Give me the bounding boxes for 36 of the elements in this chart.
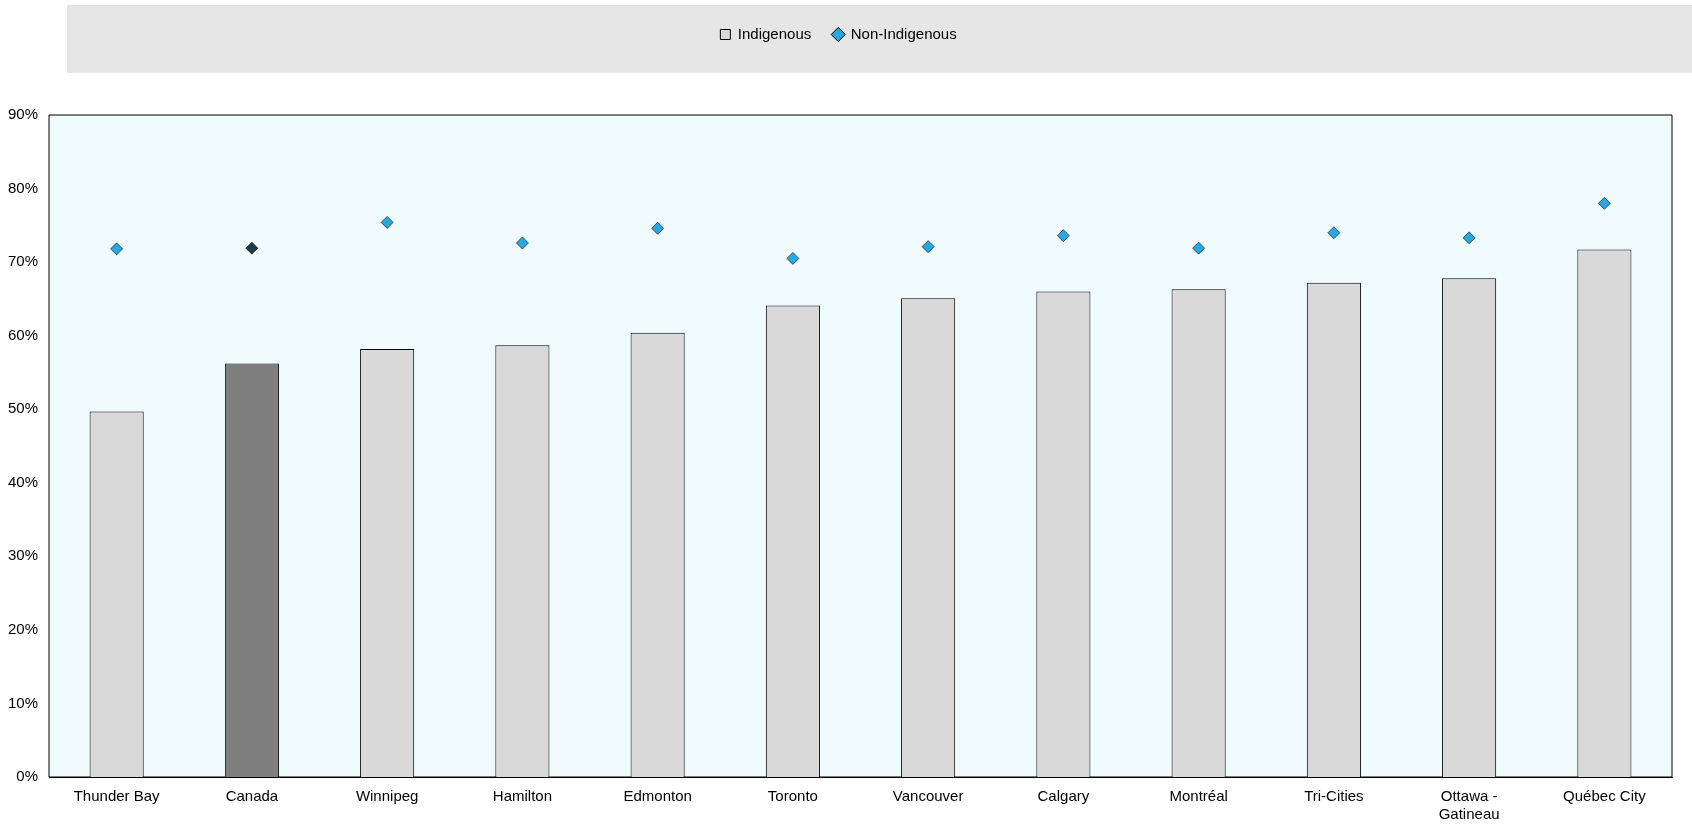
y-tick-label: 50% <box>7 399 39 417</box>
x-tick-label: Tri-Cities <box>1304 787 1364 805</box>
y-tick-label: 70% <box>7 252 39 270</box>
point <box>1327 226 1341 239</box>
point <box>380 216 394 229</box>
point <box>786 252 800 265</box>
point <box>1598 196 1611 210</box>
x-tick-label: Hamilton <box>492 787 552 805</box>
x-tick-label: Thunder Bay <box>73 787 161 805</box>
x-tick-label: Vancouver <box>892 787 964 805</box>
point <box>651 221 664 235</box>
point <box>245 241 259 255</box>
y-tick-label: 0% <box>16 767 39 785</box>
point <box>1057 229 1070 242</box>
y-tick-label: 90% <box>7 105 39 123</box>
y-tick-label: 10% <box>7 693 39 711</box>
x-tick-label: Montréal <box>1169 787 1228 805</box>
point <box>516 236 529 250</box>
x-tick-label: Québec City <box>1563 787 1647 805</box>
legend-label: Non-Indigenous <box>850 24 957 42</box>
point <box>921 240 935 253</box>
y-tick-label: 30% <box>7 546 39 564</box>
x-tick-label: Winnipeg <box>355 787 419 805</box>
legend-label: Indigenous <box>737 24 812 42</box>
point <box>1462 231 1476 245</box>
y-tick-label: 60% <box>7 325 39 343</box>
x-tick-label: Edmonton <box>623 787 692 805</box>
x-tick-label: Ottawa - Gatineau <box>1438 787 1500 823</box>
x-tick-label: Toronto <box>767 787 818 805</box>
y-tick-label: 20% <box>7 620 39 638</box>
x-tick-label: Calgary <box>1037 787 1090 805</box>
point <box>1192 241 1205 255</box>
x-tick-label: Canada <box>225 787 279 805</box>
y-tick-label: 80% <box>7 178 39 196</box>
y-tick-label: 40% <box>7 472 39 490</box>
point <box>110 242 123 256</box>
